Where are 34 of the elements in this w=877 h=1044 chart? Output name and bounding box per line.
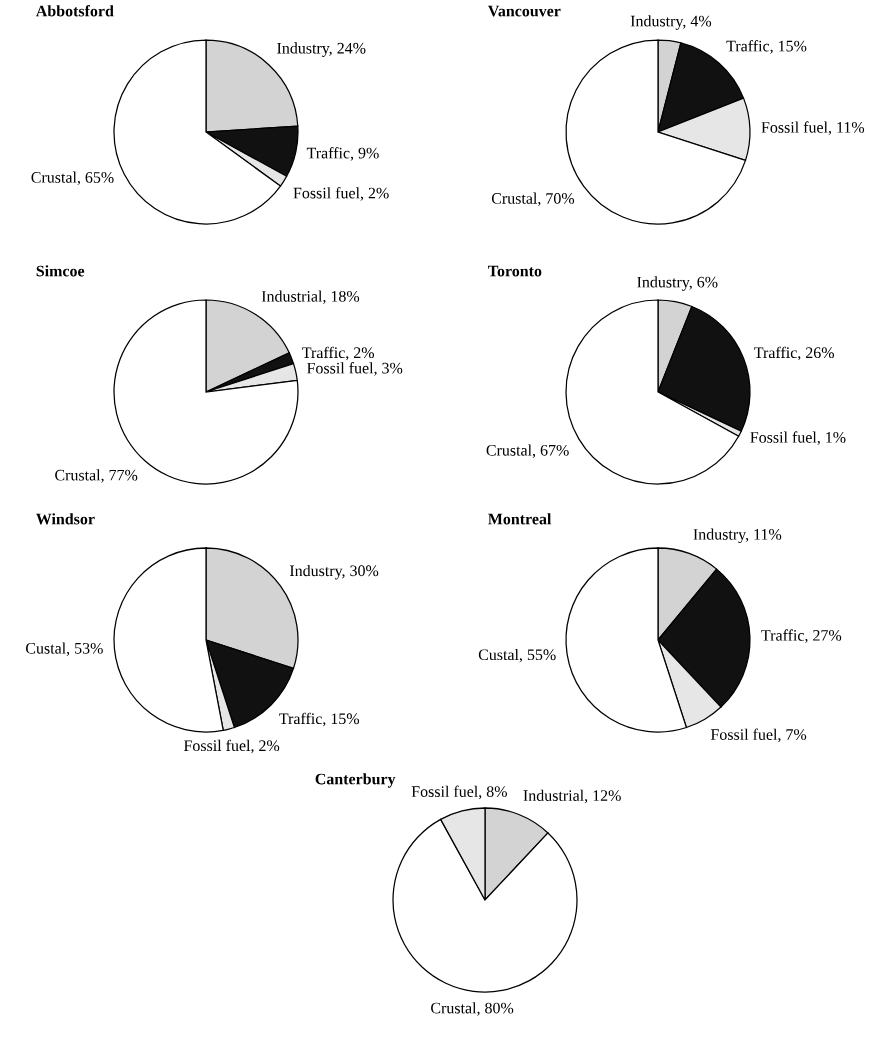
slice-label: Crustal, 67% <box>486 444 569 458</box>
slice-label: Industry, 6% <box>637 276 718 291</box>
slice-label: Industrial, 18% <box>261 290 360 305</box>
slice-label: Crustal, 80% <box>431 1002 514 1016</box>
slice-label: Fossil fuel, 8% <box>411 785 507 800</box>
chart-title: Montreal <box>488 513 552 525</box>
slice-label: Crustal, 70% <box>491 192 575 207</box>
slice-label: Crustal, 65% <box>31 171 114 186</box>
slice-label: Fossil fuel, 3% <box>307 362 403 376</box>
slice-label: Industry, 11% <box>693 528 782 544</box>
chart-title: Toronto <box>488 265 542 277</box>
slice-label: Custal, 53% <box>25 642 103 656</box>
slice-label: Traffic, 26% <box>754 346 835 361</box>
slice-label: Fossil fuel, 2% <box>293 187 389 201</box>
chart-title: Abbotsford <box>35 5 114 17</box>
slice-label: Industry, 24% <box>277 42 366 57</box>
slice-label: Custal, 55% <box>478 648 556 663</box>
slice-label: Industry, 30% <box>289 564 379 580</box>
slice-label: Fossil fuel, 1% <box>750 431 846 446</box>
slice-label: Traffic, 27% <box>761 629 842 644</box>
chart-title: Simcoe <box>36 265 85 277</box>
slice-label: Fossil fuel, 11% <box>761 121 865 136</box>
chart-title: Vancouver <box>487 5 561 17</box>
chart-title: Canterbury <box>315 773 396 788</box>
slice-label: Traffic, 9% <box>306 147 379 161</box>
slice-label: Fossil fuel, 2% <box>183 739 280 754</box>
slice-label: Crustal, 77% <box>55 469 138 483</box>
slice-label: Industrial, 12% <box>523 789 621 804</box>
slice-label: Traffic, 15% <box>279 712 360 727</box>
slice-label: Traffic, 15% <box>726 40 807 54</box>
chart-title: Windsor <box>36 513 95 525</box>
slice-label: Industry, 4% <box>630 15 712 30</box>
slice-label: Traffic, 2% <box>302 346 375 361</box>
slice-label: Fossil fuel, 7% <box>710 728 807 743</box>
